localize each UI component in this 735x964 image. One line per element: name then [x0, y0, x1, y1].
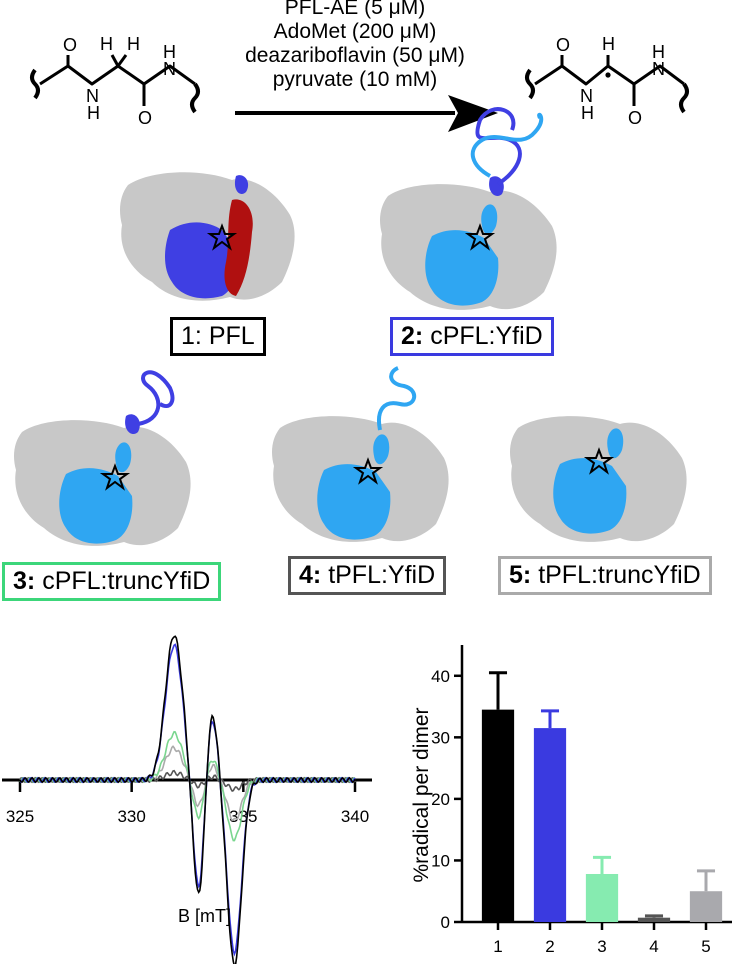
substrate-atom-h-alpha2: H: [127, 34, 140, 54]
product-atom-nh1: N: [580, 86, 593, 106]
epr-traces: [19, 635, 356, 964]
y-tick-label: 30: [431, 728, 450, 747]
structure-label-3: 3: cPFL:truncYfiD: [2, 562, 222, 601]
epr-x-tick-label: 325: [6, 807, 34, 826]
bar: [533, 728, 567, 922]
structure-label-3-num: 3:: [13, 567, 36, 595]
substrate-glycine-residue: [30, 54, 200, 114]
product-glycyl-radical: [525, 55, 689, 114]
product-atom-o2: O: [628, 108, 642, 128]
bar-chart-x-ticks: 1 2 3 4 5: [493, 922, 711, 956]
structure-1-pfl: [120, 172, 295, 301]
substrate-atom-nh2: N: [163, 59, 176, 79]
star-icon: [464, 223, 496, 251]
y-tick-label: 20: [431, 790, 450, 809]
structure-label-5-name: tPFL:truncYfiD: [538, 561, 701, 589]
condition-deazariboflavin: deazariboflavin (50 μM): [245, 44, 465, 67]
product-atom-h-alpha: H: [602, 34, 615, 54]
product-atom-h1: H: [581, 103, 594, 123]
epr-trace-1: [19, 635, 356, 964]
reaction-conditions: PFL-AE (5 μM) AdoMet (200 μM) deazaribof…: [225, 0, 485, 92]
substrate-atom-o2: O: [138, 108, 152, 128]
x-tick-label: 3: [597, 937, 606, 956]
epr-x-tick-label: 335: [229, 807, 257, 826]
star-icon: [99, 463, 131, 491]
epr-x-ticks: 325 330 335 340: [6, 780, 369, 826]
x-tick-label: 2: [545, 937, 554, 956]
structure-label-4: 4: tPFL:YfiD: [288, 556, 447, 595]
bar: [585, 873, 619, 922]
structure-3-cpfl-truncyfid: [14, 370, 191, 546]
condition-enzyme: PFL-AE (5 μM): [284, 0, 426, 19]
structure-label-2-num: 2:: [401, 322, 424, 350]
y-tick-label: 0: [441, 913, 450, 932]
structure-label-5-num: 5:: [509, 561, 532, 589]
substrate-atom-h2: H: [163, 42, 176, 62]
x-tick-label: 5: [701, 937, 710, 956]
product-atom-h2: H: [652, 42, 665, 62]
y-tick-label: 40: [431, 667, 450, 686]
bar-chart-y-ticks: 0 10 20 30 40: [431, 667, 462, 932]
epr-x-tick-label: 330: [117, 807, 145, 826]
substrate-atom-o1: O: [63, 35, 77, 55]
product-atom-o1: O: [556, 35, 570, 55]
structure-label-5: 5: tPFL:truncYfiD: [498, 556, 712, 595]
structure-5-tpfl-truncyfid: [510, 416, 687, 542]
star-icon: [352, 457, 384, 485]
condition-pyruvate: pyruvate (10 mM): [272, 68, 438, 91]
star-icon: [206, 223, 238, 251]
bar-chart-bars: [481, 671, 723, 922]
bar: [481, 709, 515, 922]
bar-chart: 0 10 20 30 40 1 2 3 4 5 %radical per dimer: [410, 645, 732, 956]
x-tick-label: 1: [493, 937, 502, 956]
structure-label-2-name: cPFL:YfiD: [430, 322, 543, 350]
epr-spectra-panel: 325 330 335 340 B [mT]: [2, 635, 372, 964]
epr-xlabel: B [mT]: [178, 906, 231, 926]
radical-dot: [605, 72, 611, 78]
substrate-atom-h-alpha1: H: [100, 34, 113, 54]
structure-label-3-name: cPFL:truncYfiD: [42, 567, 211, 595]
product-atom-nh2: N: [652, 59, 665, 79]
substrate-atom-h1: H: [87, 103, 100, 123]
structure-label-4-num: 4:: [299, 561, 322, 589]
x-tick-label: 4: [649, 937, 658, 956]
bar: [637, 917, 671, 922]
bar-chart-ylabel: %radical per dimer: [410, 707, 433, 882]
structure-4-tpfl-yfid: [272, 366, 449, 542]
reaction-arrowhead: [448, 95, 498, 132]
epr-x-tick-label: 340: [341, 807, 369, 826]
substrate-atom-nh1: N: [86, 86, 99, 106]
structure-2-cpfl-yfid: [380, 107, 557, 310]
structure-label-4-name: tPFL:YfiD: [328, 561, 436, 589]
bar: [689, 891, 723, 922]
star-icon: [583, 447, 615, 475]
structure-label-1-name: PFL: [208, 322, 255, 350]
structure-label-1: 1: PFL: [170, 317, 266, 356]
structure-label-1-num: 1:: [181, 322, 202, 350]
y-tick-label: 10: [431, 851, 450, 870]
structure-label-2: 2: cPFL:YfiD: [390, 317, 554, 356]
condition-adomet: AdoMet (200 μM): [273, 20, 437, 43]
